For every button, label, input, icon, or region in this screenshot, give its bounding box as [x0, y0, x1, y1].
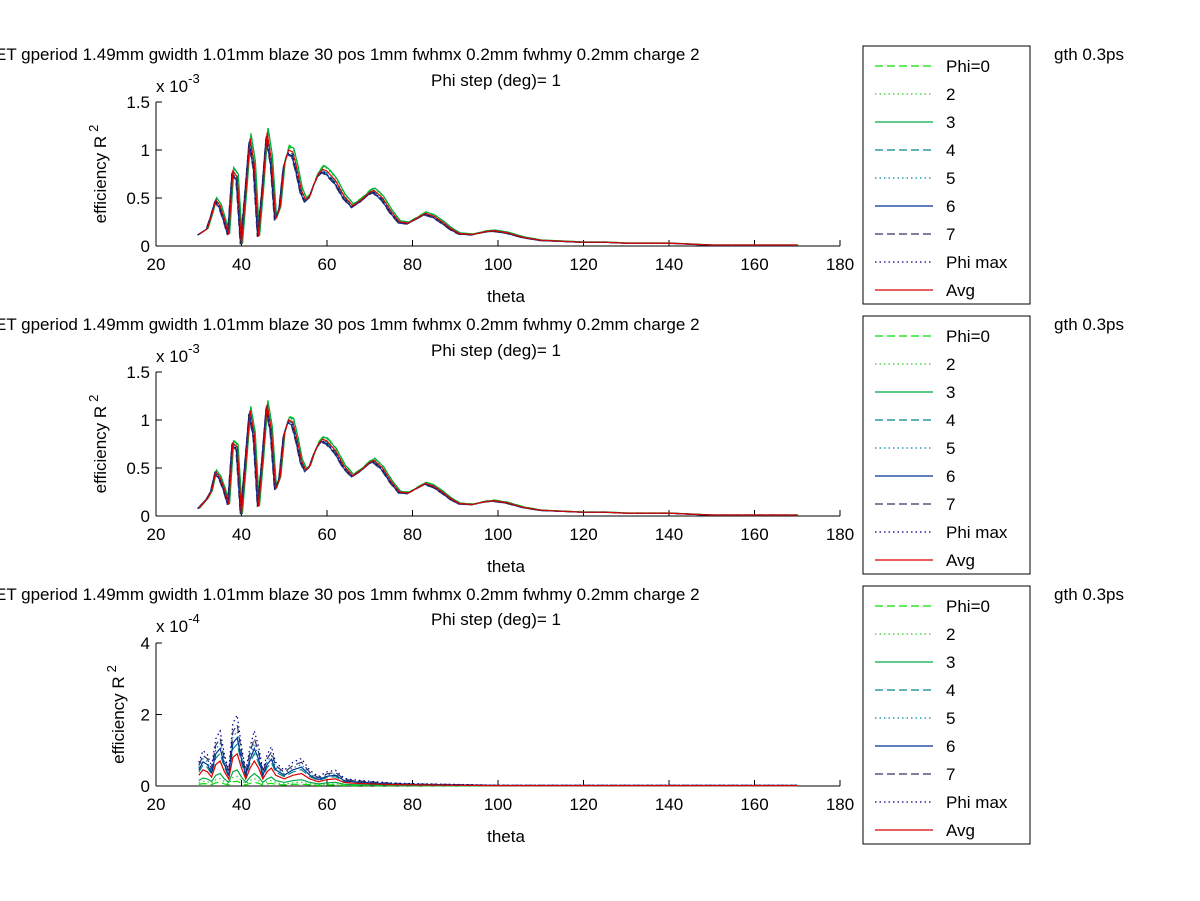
x-tick-label: 120 — [569, 255, 597, 274]
series-line-9 — [198, 752, 798, 787]
x-tick-label: 100 — [484, 795, 512, 814]
x-tick-label: 160 — [740, 525, 768, 544]
y-tick-label: 0.5 — [126, 189, 150, 208]
legend-label: Avg — [946, 551, 975, 570]
x-tick-label: 140 — [655, 795, 683, 814]
legend-label: Phi=0 — [946, 597, 990, 616]
legend: Phi=0 2 3 4 5 6 7 Phi max Avg — [862, 315, 1031, 575]
x-tick-label: 40 — [232, 795, 251, 814]
legend-label: 3 — [946, 113, 955, 132]
legend: Phi=0 2 3 4 5 6 7 Phi max Avg — [862, 45, 1031, 305]
chart-title: ET gperiod 1.49mm gwidth 1.01mm blaze 30… — [0, 585, 700, 604]
legend-label: 4 — [946, 141, 955, 160]
y-tick-label: 1.5 — [126, 363, 150, 382]
series-line-7 — [198, 723, 798, 786]
x-tick-label: 180 — [826, 795, 854, 814]
x-tick-label: 60 — [318, 795, 337, 814]
legend: Phi=0 2 3 4 5 6 7 Phi max Avg — [862, 585, 1031, 845]
series-line-9 — [198, 132, 798, 246]
x-tick-label: 160 — [740, 255, 768, 274]
x-tick-label: 60 — [318, 525, 337, 544]
y-tick-label: 0.5 — [126, 459, 150, 478]
subplot-1: ET gperiod 1.49mm gwidth 1.01mm blaze 30… — [0, 45, 1124, 306]
x-tick-label: 120 — [569, 795, 597, 814]
x-axis-label: theta — [487, 557, 525, 576]
legend-label: Avg — [946, 821, 975, 840]
x-tick-label: 160 — [740, 795, 768, 814]
legend-label: 3 — [946, 383, 955, 402]
legend-label: Phi max — [946, 253, 1008, 272]
x-tick-label: 120 — [569, 525, 597, 544]
y-tick-label: 4 — [141, 634, 150, 653]
chart-title: ET gperiod 1.49mm gwidth 1.01mm blaze 30… — [0, 315, 700, 334]
exponent-power: -4 — [188, 611, 200, 626]
chart-subtitle: Phi step (deg)= 1 — [431, 341, 561, 360]
y-tick-label: 1 — [141, 141, 150, 160]
x-tick-label: 20 — [147, 255, 166, 274]
chart-subtitle: Phi step (deg)= 1 — [431, 610, 561, 629]
legend-label: 2 — [946, 85, 955, 104]
legend-label: 3 — [946, 653, 955, 672]
legend-label: Phi max — [946, 523, 1008, 542]
subplot-2: ET gperiod 1.49mm gwidth 1.01mm blaze 30… — [0, 315, 1124, 576]
x-tick-label: 80 — [403, 525, 422, 544]
x-axis-label: theta — [487, 287, 525, 306]
legend-box — [862, 45, 1031, 305]
x-tick-label: 40 — [232, 255, 251, 274]
y-tick-label: 2 — [141, 706, 150, 725]
exponent-power: -3 — [188, 71, 200, 86]
chart-subtitle: Phi step (deg)= 1 — [431, 71, 561, 90]
y-tick-label: 1 — [141, 411, 150, 430]
legend-label: 7 — [946, 495, 955, 514]
exponent-power: -3 — [188, 341, 200, 356]
legend-label: 2 — [946, 355, 955, 374]
series-line-8 — [198, 713, 798, 786]
legend-label: 5 — [946, 169, 955, 188]
legend-label: Phi=0 — [946, 327, 990, 346]
y-tick-label: 0 — [141, 507, 150, 526]
y-tick-label: 1.5 — [126, 93, 150, 112]
chart-title-end: gth 0.3ps — [1054, 45, 1124, 64]
x-tick-label: 20 — [147, 795, 166, 814]
legend-label: 4 — [946, 681, 955, 700]
x-tick-label: 20 — [147, 525, 166, 544]
legend-label: 5 — [946, 439, 955, 458]
legend-label: 6 — [946, 197, 955, 216]
x-axis-label: theta — [487, 827, 525, 846]
chart-title: ET gperiod 1.49mm gwidth 1.01mm blaze 30… — [0, 45, 700, 64]
legend-label: Avg — [946, 281, 975, 300]
legend-label: 6 — [946, 737, 955, 756]
x-tick-label: 60 — [318, 255, 337, 274]
x-tick-label: 80 — [403, 255, 422, 274]
x-tick-label: 180 — [826, 255, 854, 274]
series-line-9 — [198, 404, 798, 516]
x-tick-label: 100 — [484, 525, 512, 544]
y-tick-label: 0 — [141, 777, 150, 796]
x-tick-label: 80 — [403, 795, 422, 814]
legend-label: Phi=0 — [946, 57, 990, 76]
legend-label: 4 — [946, 411, 955, 430]
x-tick-label: 180 — [826, 525, 854, 544]
legend-label: 6 — [946, 467, 955, 486]
legend-label: 5 — [946, 709, 955, 728]
chart-title-end: gth 0.3ps — [1054, 315, 1124, 334]
chart-title-end: gth 0.3ps — [1054, 585, 1124, 604]
legend-box — [862, 315, 1031, 575]
legend-label: 7 — [946, 225, 955, 244]
x-tick-label: 40 — [232, 525, 251, 544]
subplot-3: ET gperiod 1.49mm gwidth 1.01mm blaze 30… — [0, 585, 1124, 846]
legend-label: 7 — [946, 765, 955, 784]
x-tick-label: 140 — [655, 525, 683, 544]
legend-label: Phi max — [946, 793, 1008, 812]
legend-box — [862, 585, 1031, 845]
x-tick-label: 140 — [655, 255, 683, 274]
legend-label: 2 — [946, 625, 955, 644]
y-tick-label: 0 — [141, 237, 150, 256]
x-tick-label: 100 — [484, 255, 512, 274]
